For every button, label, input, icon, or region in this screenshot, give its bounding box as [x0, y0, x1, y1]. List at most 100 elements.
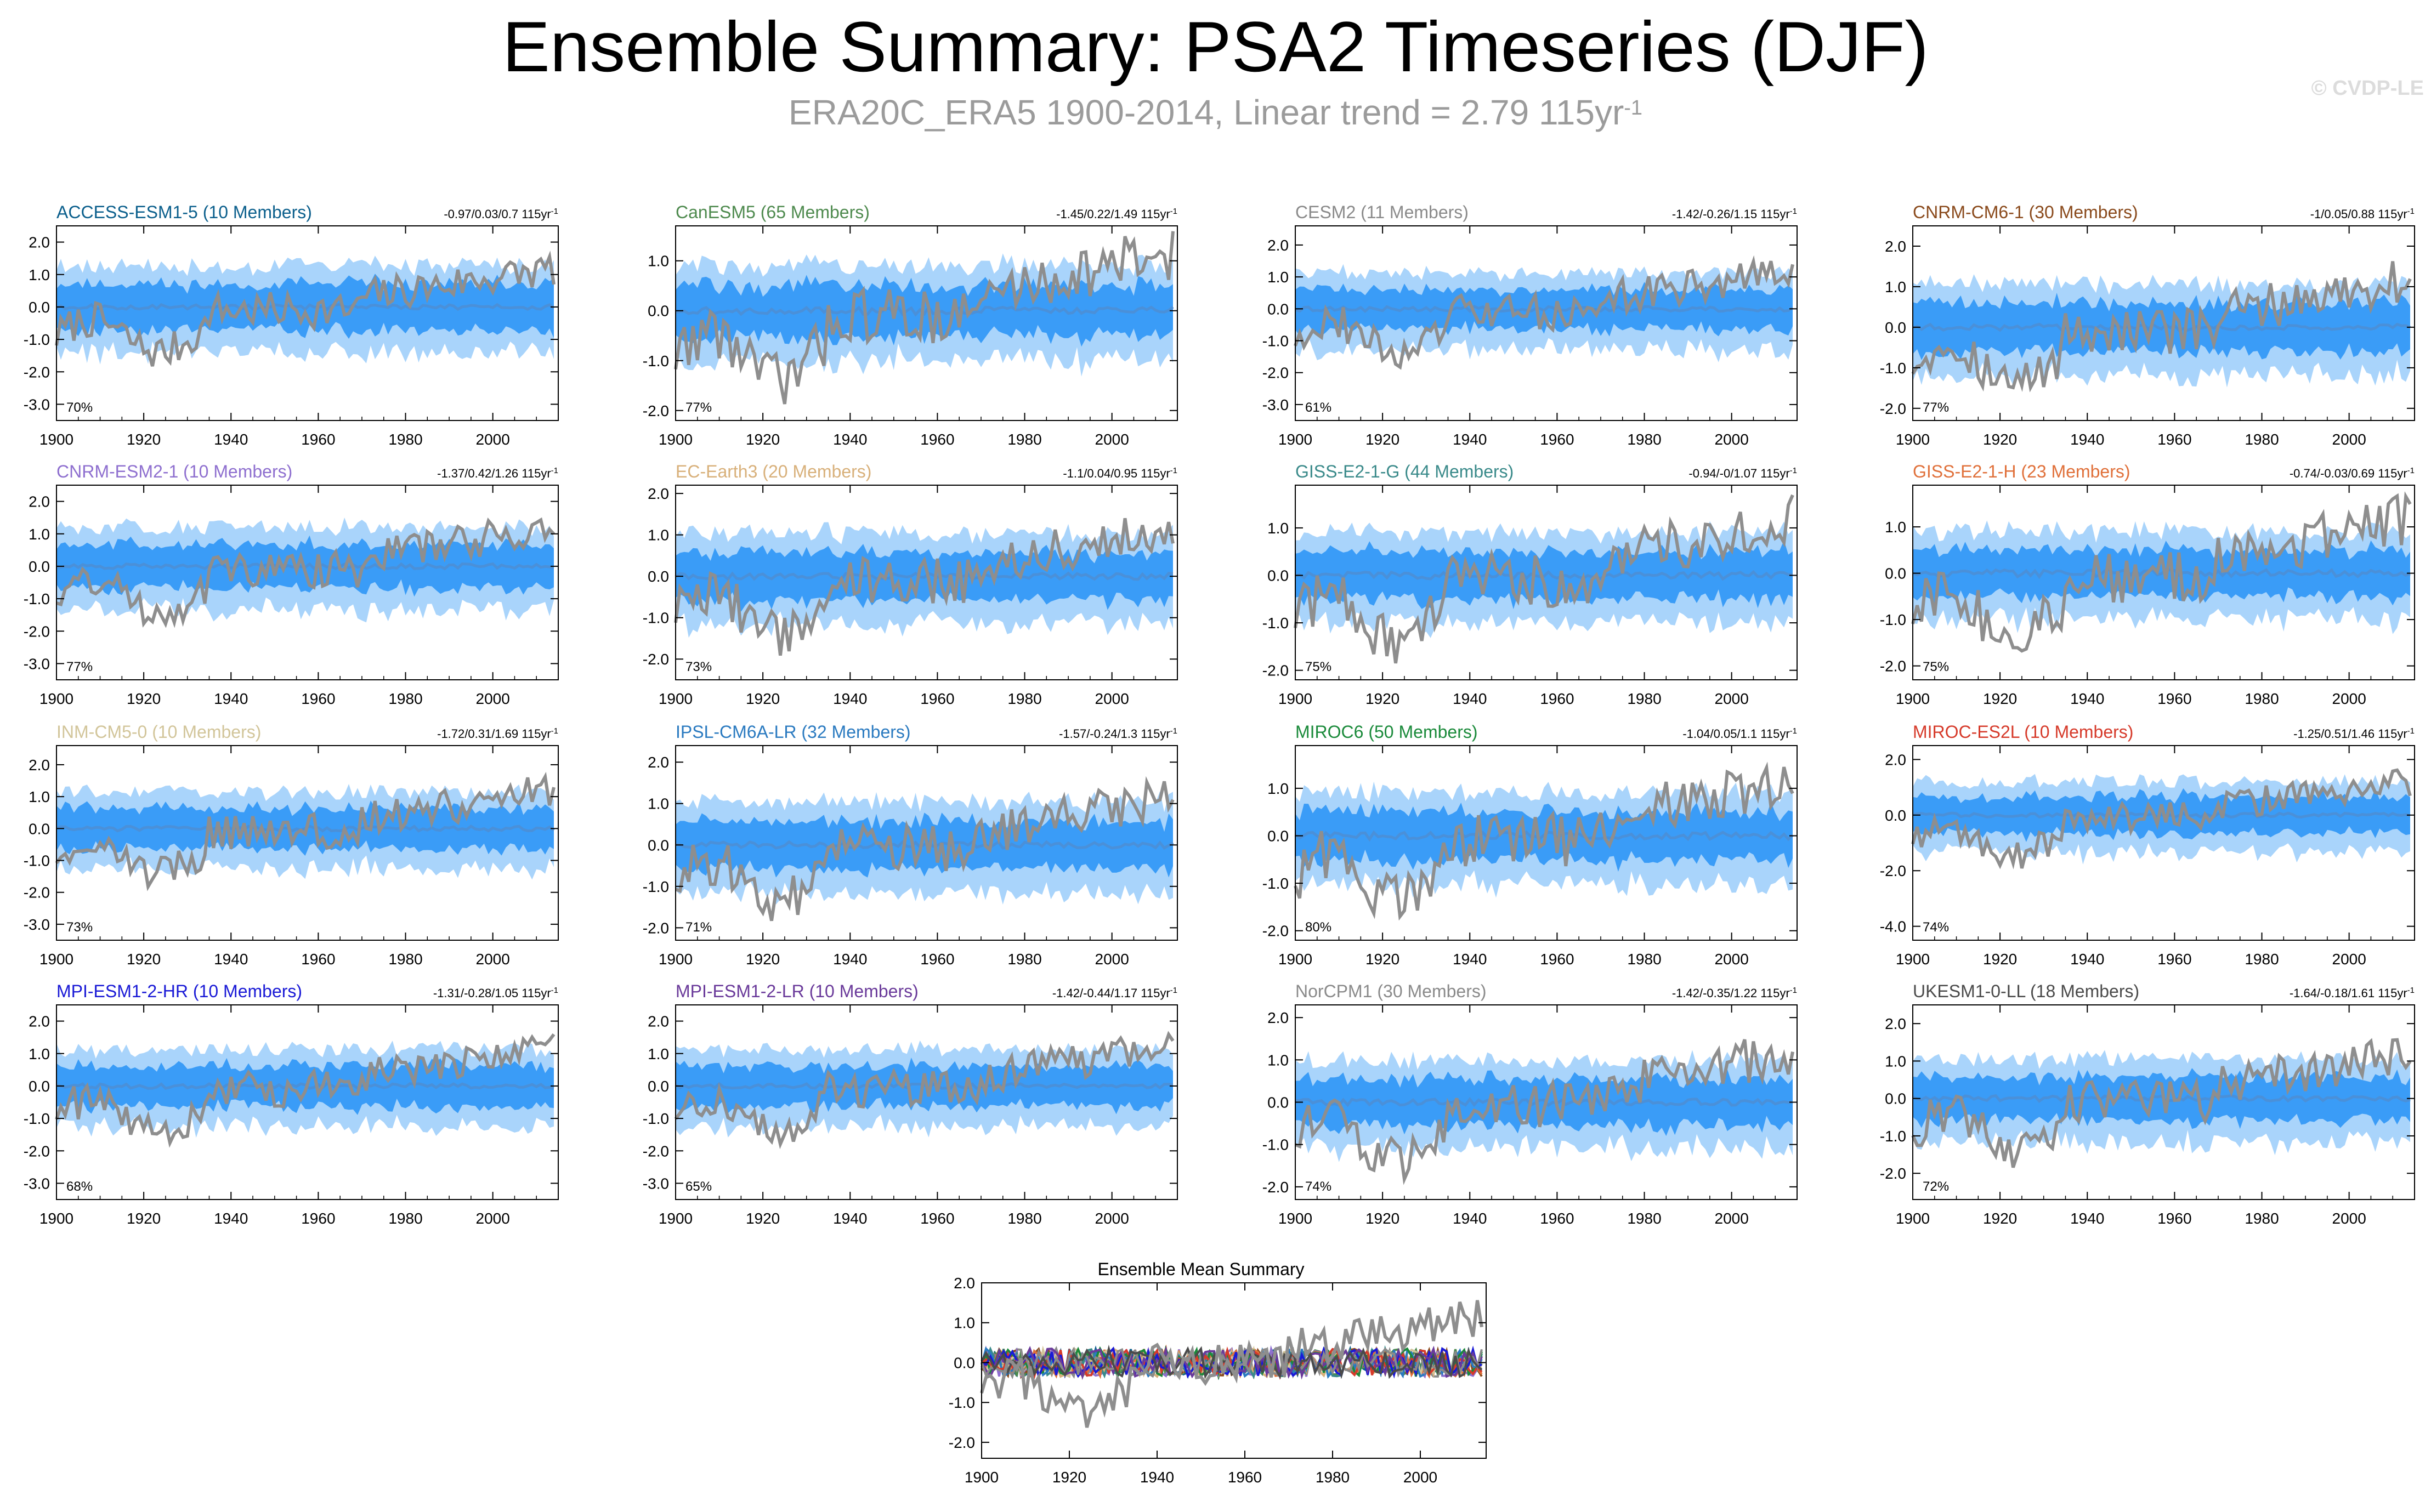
plot-frame: [1912, 225, 2415, 421]
panel-2: 2.0 1.0 0.0 -1.0 -2.0 -3.0 1900 1920 1940 1960 198…: [1262, 202, 1798, 448]
x-tick-label: 1920: [746, 431, 780, 448]
plot-frame: [56, 225, 559, 421]
observation-line: [1911, 1038, 2412, 1168]
trend-value: -1.25/0.51/1.46 115yr: [2293, 727, 2407, 741]
trend-value: -1.31/-0.28/1.05 115yr: [433, 986, 551, 1000]
panel-percent: 74%: [1305, 1179, 1331, 1194]
x-tick-label: 1940: [214, 431, 248, 448]
panel-trend: -0.97/0.03/0.7 115yr-1: [444, 207, 558, 221]
panel-title: ACCESS-ESM1-5 (10 Members): [56, 202, 312, 222]
summary-panel: 2.0 1.0 0.0 -1.0 -2.0 1900 1920 1940 1960 1980 200…: [949, 1259, 1487, 1486]
y-tick-label: -2.0: [643, 1142, 669, 1159]
x-tick-label: 1960: [301, 1210, 335, 1227]
y-tick-label: 0.0: [29, 1078, 50, 1095]
ensemble-mean-line: [675, 571, 1174, 581]
summary-frame: [981, 1282, 1487, 1459]
panel-percent: 73%: [685, 660, 712, 674]
x-tick-label: 1940: [1453, 951, 1487, 968]
panel-4: 2.0 1.0 0.0 -1.0 -2.0 -3.0 1900 1920 1940 1960 198…: [24, 462, 559, 707]
y-tick-label: 1.0: [29, 1045, 50, 1062]
y-tick-label: -1.0: [1262, 333, 1289, 350]
page-subtitle: ERA20C_ERA5 1900-2014, Linear trend = 2.…: [0, 90, 2431, 134]
y-tick-label: 1.0: [648, 253, 669, 270]
trend-value: -1.42/-0.44/1.17 115yr: [1052, 986, 1170, 1000]
y-tick-label: -2.0: [24, 884, 50, 901]
panel-percent: 71%: [685, 920, 712, 935]
panel-trend: -1.31/-0.28/1.05 115yr-1: [433, 986, 558, 1000]
ensemble-mean-line: [675, 1082, 1174, 1090]
y-tick-label: -2.0: [24, 623, 50, 640]
plot-frame: [1912, 1004, 2415, 1200]
x-tick-label: 2000: [1095, 431, 1129, 448]
x-tick-label: 2000: [1095, 1210, 1129, 1227]
y-tick-label: -1.0: [949, 1394, 975, 1411]
plot-frame: [675, 225, 1178, 421]
x-tick-label: 1940: [1453, 431, 1487, 448]
observation-line: [1911, 491, 2412, 653]
plot-frame: [675, 1004, 1178, 1200]
subtitle-exponent: -1: [1624, 96, 1643, 120]
x-tick-label: 2000: [476, 431, 510, 448]
x-tick-label: 1960: [1228, 1469, 1262, 1486]
y-tick-label: -1.0: [24, 331, 50, 348]
x-tick-label: 1900: [1278, 1210, 1312, 1227]
x-tick-label: 1980: [388, 951, 422, 968]
panel-14: 2.0 1.0 0.0 -1.0 -2.0 1900 1920 1940 1960 1980 200…: [1262, 981, 1798, 1227]
x-tick-label: 1980: [1316, 1469, 1350, 1486]
x-tick-label: 1980: [388, 690, 422, 707]
trend-value: -1.57/-0.24/1.3 115yr: [1059, 727, 1170, 741]
panel-trend: -0.94/-0/1.07 115yr-1: [1688, 466, 1797, 480]
panel-title: EC-Earth3 (20 Members): [676, 462, 871, 481]
y-tick-label: -3.0: [643, 1175, 669, 1192]
subtitle-text: ERA20C_ERA5 1900-2014, Linear trend = 2.…: [788, 93, 1624, 132]
x-tick-label: 1900: [1896, 1210, 1930, 1227]
y-tick-label: 2.0: [954, 1275, 975, 1292]
plot-frame: [675, 745, 1178, 941]
panel-percent: 80%: [1305, 920, 1331, 935]
y-tick-label: 2.0: [1885, 1015, 1906, 1032]
x-tick-label: 1920: [1365, 431, 1399, 448]
trend-value: -1.64/-0.18/1.61 115yr: [2290, 986, 2407, 1000]
panel-8: 2.0 1.0 0.0 -1.0 -2.0 -3.0 1900 1920 1940 1960 198…: [24, 722, 559, 968]
panel-trend: -1.42/-0.26/1.15 115yr-1: [1672, 207, 1797, 221]
panel-percent: 77%: [1923, 400, 1949, 415]
x-tick-label: 1980: [1627, 951, 1661, 968]
x-tick-label: 1980: [1627, 431, 1661, 448]
y-tick-label: 1.0: [1267, 780, 1289, 797]
y-tick-label: -2.0: [24, 363, 50, 380]
x-tick-label: 2000: [476, 690, 510, 707]
x-tick-label: 1980: [1007, 1210, 1041, 1227]
y-tick-label: 0.0: [1885, 319, 1906, 336]
trend-exponent: -1: [1170, 466, 1177, 475]
y-tick-label: -1.0: [1880, 360, 1906, 377]
x-tick-label: 1960: [2157, 431, 2191, 448]
x-tick-label: 1900: [659, 951, 693, 968]
observation-line: [55, 251, 556, 367]
panel-11: 2.0 0.0 -2.0 -4.0 1900 1920 1940 1960 1980 2000 MI…: [1880, 722, 2415, 968]
observation-line: [1294, 761, 1794, 921]
x-tick-label: 1940: [2070, 431, 2104, 448]
x-tick-label: 1940: [833, 431, 867, 448]
y-tick-label: -1.0: [643, 353, 669, 370]
trend-value: -1.37/0.42/1.26 115yr: [437, 467, 551, 480]
x-tick-label: 1940: [1140, 1469, 1174, 1486]
x-tick-label: 2000: [476, 1210, 510, 1227]
observation-line: [674, 518, 1175, 656]
ensemble-mean-line: [1912, 1094, 2411, 1103]
panel-title: MIROC6 (50 Members): [1295, 722, 1478, 742]
plot-frame: [56, 485, 559, 680]
panel-trend: -1.42/-0.35/1.22 115yr-1: [1672, 986, 1797, 1000]
x-tick-label: 1960: [301, 431, 335, 448]
y-tick-label: -1.0: [1880, 1128, 1906, 1145]
x-tick-label: 1900: [965, 1469, 999, 1486]
panel-trend: -1.57/-0.24/1.3 115yr-1: [1059, 726, 1177, 741]
trend-value: -1/0.05/0.88 115yr: [2310, 207, 2407, 221]
panel-trend: -1.72/0.31/1.69 115yr-1: [437, 726, 558, 741]
panel-percent: 61%: [1305, 400, 1331, 415]
y-tick-label: -3.0: [24, 1175, 50, 1192]
trend-value: -1.42/-0.26/1.15 115yr: [1672, 207, 1790, 221]
x-tick-label: 1960: [920, 1210, 954, 1227]
panel-percent: 75%: [1923, 660, 1949, 674]
plot-frame: [1295, 745, 1798, 941]
plot-frame: [56, 745, 559, 941]
